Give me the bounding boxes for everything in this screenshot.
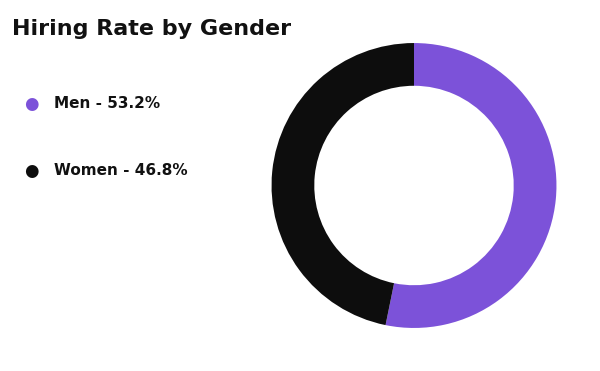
- Text: ●: ●: [24, 95, 38, 113]
- Wedge shape: [386, 43, 556, 328]
- Text: Men - 53.2%: Men - 53.2%: [54, 96, 160, 111]
- Text: Hiring Rate by Gender: Hiring Rate by Gender: [12, 19, 291, 39]
- Text: ●: ●: [24, 162, 38, 180]
- Text: Women - 46.8%: Women - 46.8%: [54, 163, 188, 178]
- Wedge shape: [272, 43, 414, 325]
